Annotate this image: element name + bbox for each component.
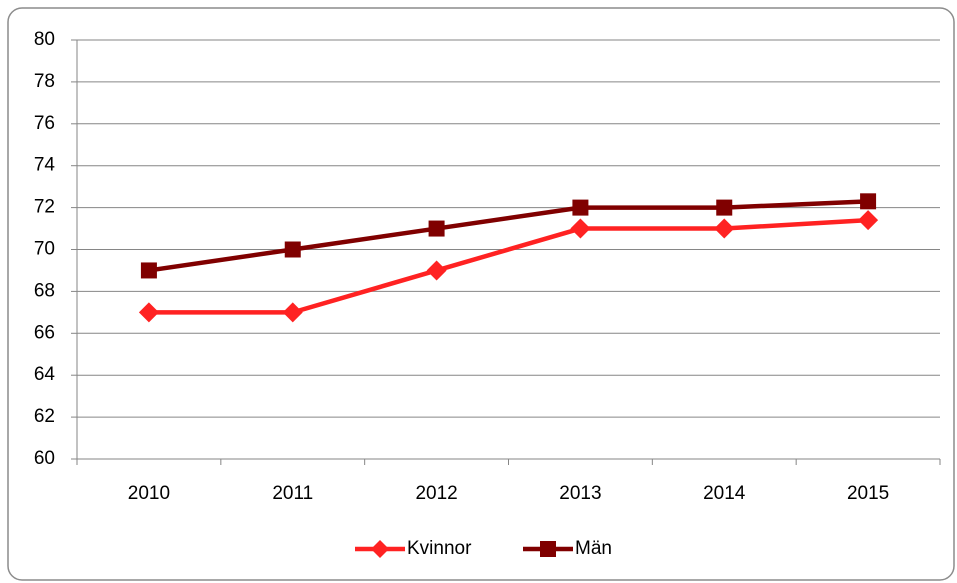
data-point xyxy=(284,241,301,258)
data-point xyxy=(428,220,445,237)
x-tick-label: 2010 xyxy=(128,483,170,504)
x-tick-label: 2013 xyxy=(559,483,601,504)
y-tick-label: 78 xyxy=(34,71,55,92)
legend-marker xyxy=(371,540,389,558)
y-tick-label: 74 xyxy=(34,155,56,176)
data-point xyxy=(716,199,733,216)
chart-border xyxy=(7,7,955,581)
x-tick-label: 2014 xyxy=(703,483,746,504)
data-point xyxy=(282,302,303,323)
x-tick-label: 2011 xyxy=(272,483,313,504)
y-tick-label: 64 xyxy=(34,364,56,385)
legend-marker xyxy=(540,541,556,557)
series-line xyxy=(148,217,869,315)
y-tick-label: 66 xyxy=(34,322,55,343)
data-point xyxy=(858,210,879,231)
y-tick-label: 70 xyxy=(34,239,55,260)
y-tick-label: 76 xyxy=(34,113,55,134)
y-tick-label: 72 xyxy=(34,197,55,218)
series-line xyxy=(148,199,869,273)
legend-label: Män xyxy=(575,538,612,559)
data-point xyxy=(570,218,591,239)
y-tick-label: 80 xyxy=(34,29,55,50)
legend-label: Kvinnor xyxy=(407,538,472,559)
data-point xyxy=(140,262,157,279)
x-tick-label: 2012 xyxy=(415,483,457,504)
data-point xyxy=(426,260,447,281)
data-point xyxy=(572,199,589,216)
data-point xyxy=(714,218,735,239)
data-point xyxy=(860,193,877,210)
data-point xyxy=(138,302,159,323)
y-tick-label: 62 xyxy=(34,406,55,427)
y-tick-label: 60 xyxy=(34,448,55,469)
y-tick-label: 68 xyxy=(34,280,55,301)
x-tick-label: 2015 xyxy=(847,483,889,504)
